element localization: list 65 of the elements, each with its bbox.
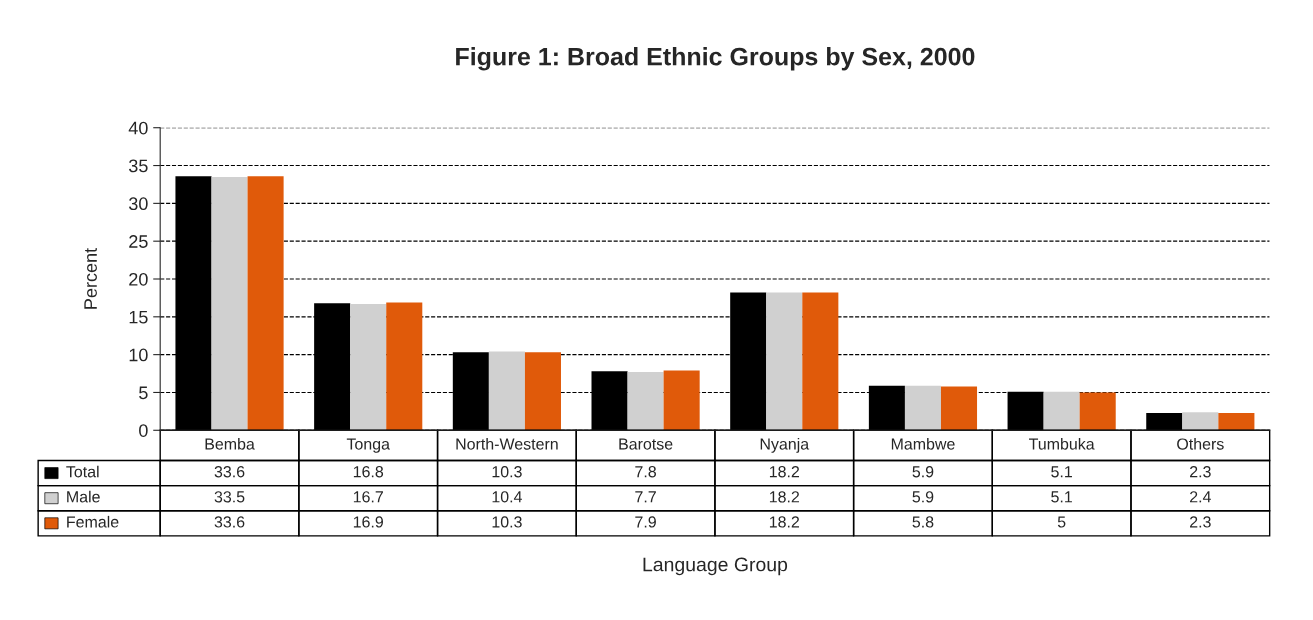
x-tick-label: Tumbuka <box>1029 437 1095 450</box>
data-label: 5.1 <box>1051 466 1072 478</box>
bar <box>1146 412 1183 431</box>
data-label: 16.8 <box>353 466 384 478</box>
x-tick-label: Tonga <box>346 438 390 453</box>
bar <box>663 370 700 431</box>
x-tick-label: Mambwe <box>891 437 955 450</box>
x-tick-label: Nyanja <box>760 437 810 453</box>
bar <box>452 352 489 431</box>
y-tick-label: 25 <box>129 235 148 248</box>
text: Language Group <box>643 557 788 576</box>
data-label: 33.5 <box>214 491 245 503</box>
bar <box>524 352 561 431</box>
data-label: 18.2 <box>769 491 800 503</box>
x-tick-label: Barotse <box>619 438 673 450</box>
legend-label: Female <box>67 515 119 528</box>
bar <box>904 385 941 431</box>
data-label: 2.3 <box>1190 516 1211 528</box>
y-tick-label: 10 <box>129 348 148 362</box>
y-tick-label: 0 <box>139 424 148 437</box>
y-tick-label: 40 <box>128 121 148 135</box>
y-tick-label: 20 <box>129 272 148 286</box>
data-label: 5 <box>1057 516 1066 528</box>
bar <box>766 292 803 431</box>
bar <box>1043 391 1080 431</box>
data-label: 16.9 <box>353 516 383 528</box>
chart-title: Figure 1: Broad Ethnic Groups by Sex, 2000 <box>456 47 975 71</box>
bar <box>350 303 387 431</box>
x-tick-label: North-Western <box>456 437 558 450</box>
y-tick-label: 30 <box>128 197 148 211</box>
legend-label: Total <box>66 465 99 478</box>
data-label: 7.7 <box>635 491 656 503</box>
data-label: 5.9 <box>912 491 934 503</box>
data-label: 10.3 <box>492 466 522 478</box>
bar <box>211 176 248 431</box>
bar <box>940 386 978 431</box>
data-label: 18.2 <box>769 466 800 478</box>
data-label: 10.3 <box>492 516 522 528</box>
data-label: 2.4 <box>1190 491 1211 503</box>
x-tick-label: Others <box>1177 437 1224 450</box>
data-label: 16.7 <box>353 491 383 503</box>
bar <box>1182 412 1219 431</box>
y-tick-label: 35 <box>128 159 148 173</box>
bar <box>627 372 664 431</box>
y-tick-label: 15 <box>129 310 148 324</box>
bar <box>247 176 284 431</box>
y-tick-label: 5 <box>139 386 148 400</box>
data-label: 10.4 <box>492 491 522 503</box>
data-label: 5.9 <box>912 466 934 478</box>
bar <box>386 302 423 431</box>
data-label: 7.8 <box>635 466 656 478</box>
bar <box>488 351 525 431</box>
data-label: 33.6 <box>214 516 245 528</box>
bar <box>802 292 839 431</box>
y-axis-title: Percent <box>84 248 97 309</box>
data-label: 33.6 <box>214 466 245 478</box>
bar <box>1218 412 1255 431</box>
x-tick-label: Bemba <box>205 437 255 450</box>
data-label: 2.3 <box>1190 466 1211 478</box>
bar <box>1079 392 1116 431</box>
data-label: 5.8 <box>912 516 934 528</box>
legend-label: Male <box>67 490 100 503</box>
data-label: 7.9 <box>635 516 656 528</box>
data-label: 18.2 <box>769 516 800 528</box>
data-label: 5.1 <box>1051 491 1072 503</box>
